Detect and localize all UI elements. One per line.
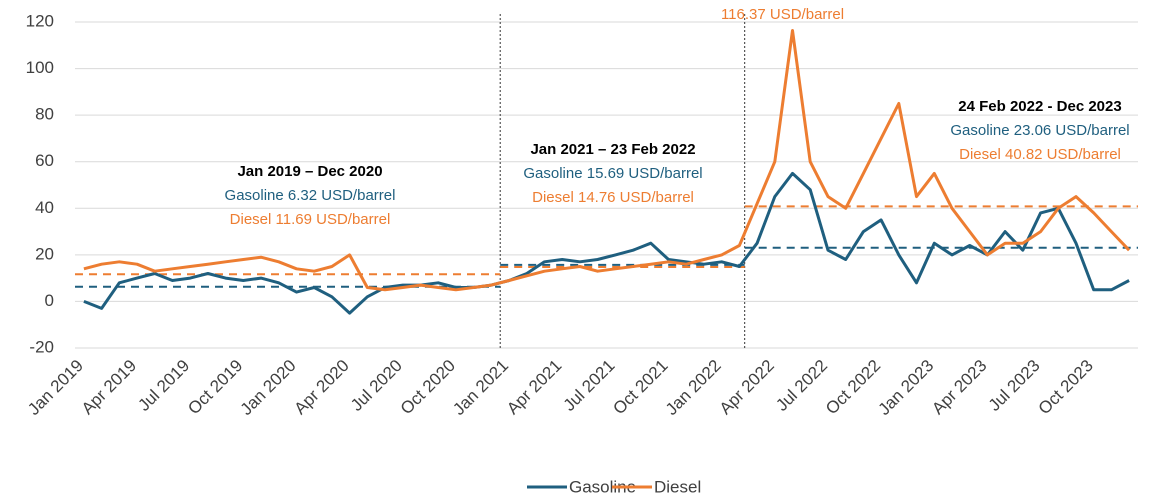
x-tick-label: Apr 2023: [928, 356, 990, 418]
y-tick-label: 40: [35, 198, 54, 217]
period-gasoline: Gasoline 15.69 USD/barrel: [523, 165, 702, 182]
x-tick-label: Jan 2022: [662, 356, 725, 419]
period-diesel: Diesel 14.76 USD/barrel: [532, 189, 694, 206]
y-tick-label: 60: [35, 151, 54, 170]
y-tick-label: 80: [35, 105, 54, 124]
series-line: [83, 29, 1131, 292]
period-diesel: Diesel 40.82 USD/barrel: [959, 146, 1121, 163]
period-gasoline: Gasoline 6.32 USD/barrel: [225, 187, 396, 204]
y-tick-label: 100: [26, 58, 54, 77]
y-tick-label: 20: [35, 244, 54, 263]
legend-label: Gasoline: [569, 477, 636, 496]
x-tick-label: Apr 2022: [716, 356, 778, 418]
y-tick-label: 0: [45, 291, 54, 310]
x-tick-label: Jan 2021: [449, 356, 512, 419]
x-tick-label: Apr 2019: [78, 356, 140, 418]
peak-label: 116.37 USD/barrel: [721, 6, 844, 23]
x-tick-label: Jan 2020: [237, 356, 300, 419]
x-tick-label: Jan 2019: [24, 356, 87, 419]
period-diesel: Diesel 11.69 USD/barrel: [230, 211, 391, 228]
x-tick-label: Apr 2020: [291, 356, 353, 418]
period-title: 24 Feb 2022 - Dec 2023: [958, 98, 1121, 115]
x-tick-label: Oct 2022: [822, 356, 884, 418]
x-tick-label: Oct 2021: [609, 356, 671, 418]
x-tick-label: Oct 2020: [397, 356, 459, 418]
period-title: Jan 2021 – 23 Feb 2022: [530, 141, 695, 158]
y-tick-label: 120: [26, 11, 54, 30]
x-tick-label: Jan 2023: [875, 356, 938, 419]
x-tick-label: Oct 2023: [1035, 356, 1097, 418]
period-title: Jan 2019 – Dec 2020: [237, 163, 382, 180]
series-line: [83, 171, 1130, 315]
x-tick-label: Apr 2021: [503, 356, 565, 418]
legend-label: Diesel: [654, 477, 701, 496]
period-gasoline: Gasoline 23.06 USD/barrel: [950, 122, 1129, 139]
x-tick-label: Oct 2019: [184, 356, 246, 418]
y-tick-label: -20: [29, 337, 54, 356]
